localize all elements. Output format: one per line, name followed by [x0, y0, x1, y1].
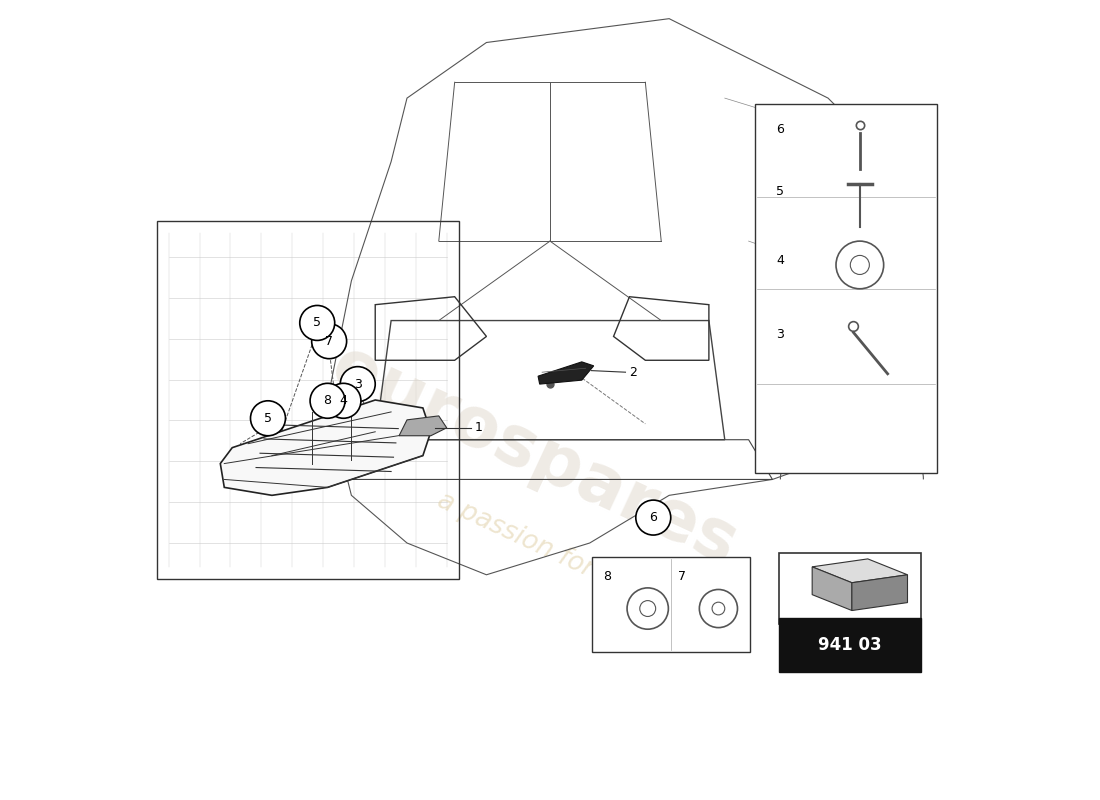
- Text: 8: 8: [603, 570, 612, 583]
- Text: 3: 3: [354, 378, 362, 390]
- Text: a passion for parts: a passion for parts: [433, 487, 667, 614]
- Text: 941 03: 941 03: [818, 637, 882, 654]
- Circle shape: [326, 383, 361, 418]
- FancyBboxPatch shape: [755, 105, 937, 473]
- Polygon shape: [399, 416, 447, 436]
- Text: 1: 1: [474, 422, 483, 434]
- Polygon shape: [812, 559, 907, 582]
- Circle shape: [311, 324, 346, 358]
- Polygon shape: [538, 362, 594, 384]
- FancyBboxPatch shape: [779, 554, 921, 624]
- Circle shape: [300, 306, 334, 341]
- Text: 5: 5: [314, 317, 321, 330]
- Circle shape: [340, 366, 375, 402]
- Text: 7: 7: [326, 334, 333, 348]
- Text: 6: 6: [777, 123, 784, 136]
- FancyBboxPatch shape: [592, 558, 750, 652]
- Text: 4: 4: [777, 254, 784, 267]
- FancyBboxPatch shape: [779, 618, 921, 672]
- Text: 2: 2: [629, 366, 637, 378]
- Polygon shape: [851, 574, 907, 610]
- Circle shape: [251, 401, 286, 436]
- Text: 8: 8: [323, 394, 331, 407]
- Text: 4: 4: [340, 394, 348, 407]
- Text: eurospares: eurospares: [321, 332, 747, 579]
- Circle shape: [636, 500, 671, 535]
- Polygon shape: [812, 567, 851, 610]
- Text: 5: 5: [264, 412, 272, 425]
- Circle shape: [310, 383, 345, 418]
- Polygon shape: [220, 400, 431, 495]
- Text: 7: 7: [679, 570, 686, 583]
- Polygon shape: [804, 146, 932, 210]
- Text: 6: 6: [649, 511, 657, 524]
- Text: 3: 3: [777, 327, 784, 341]
- Text: 5: 5: [777, 185, 784, 198]
